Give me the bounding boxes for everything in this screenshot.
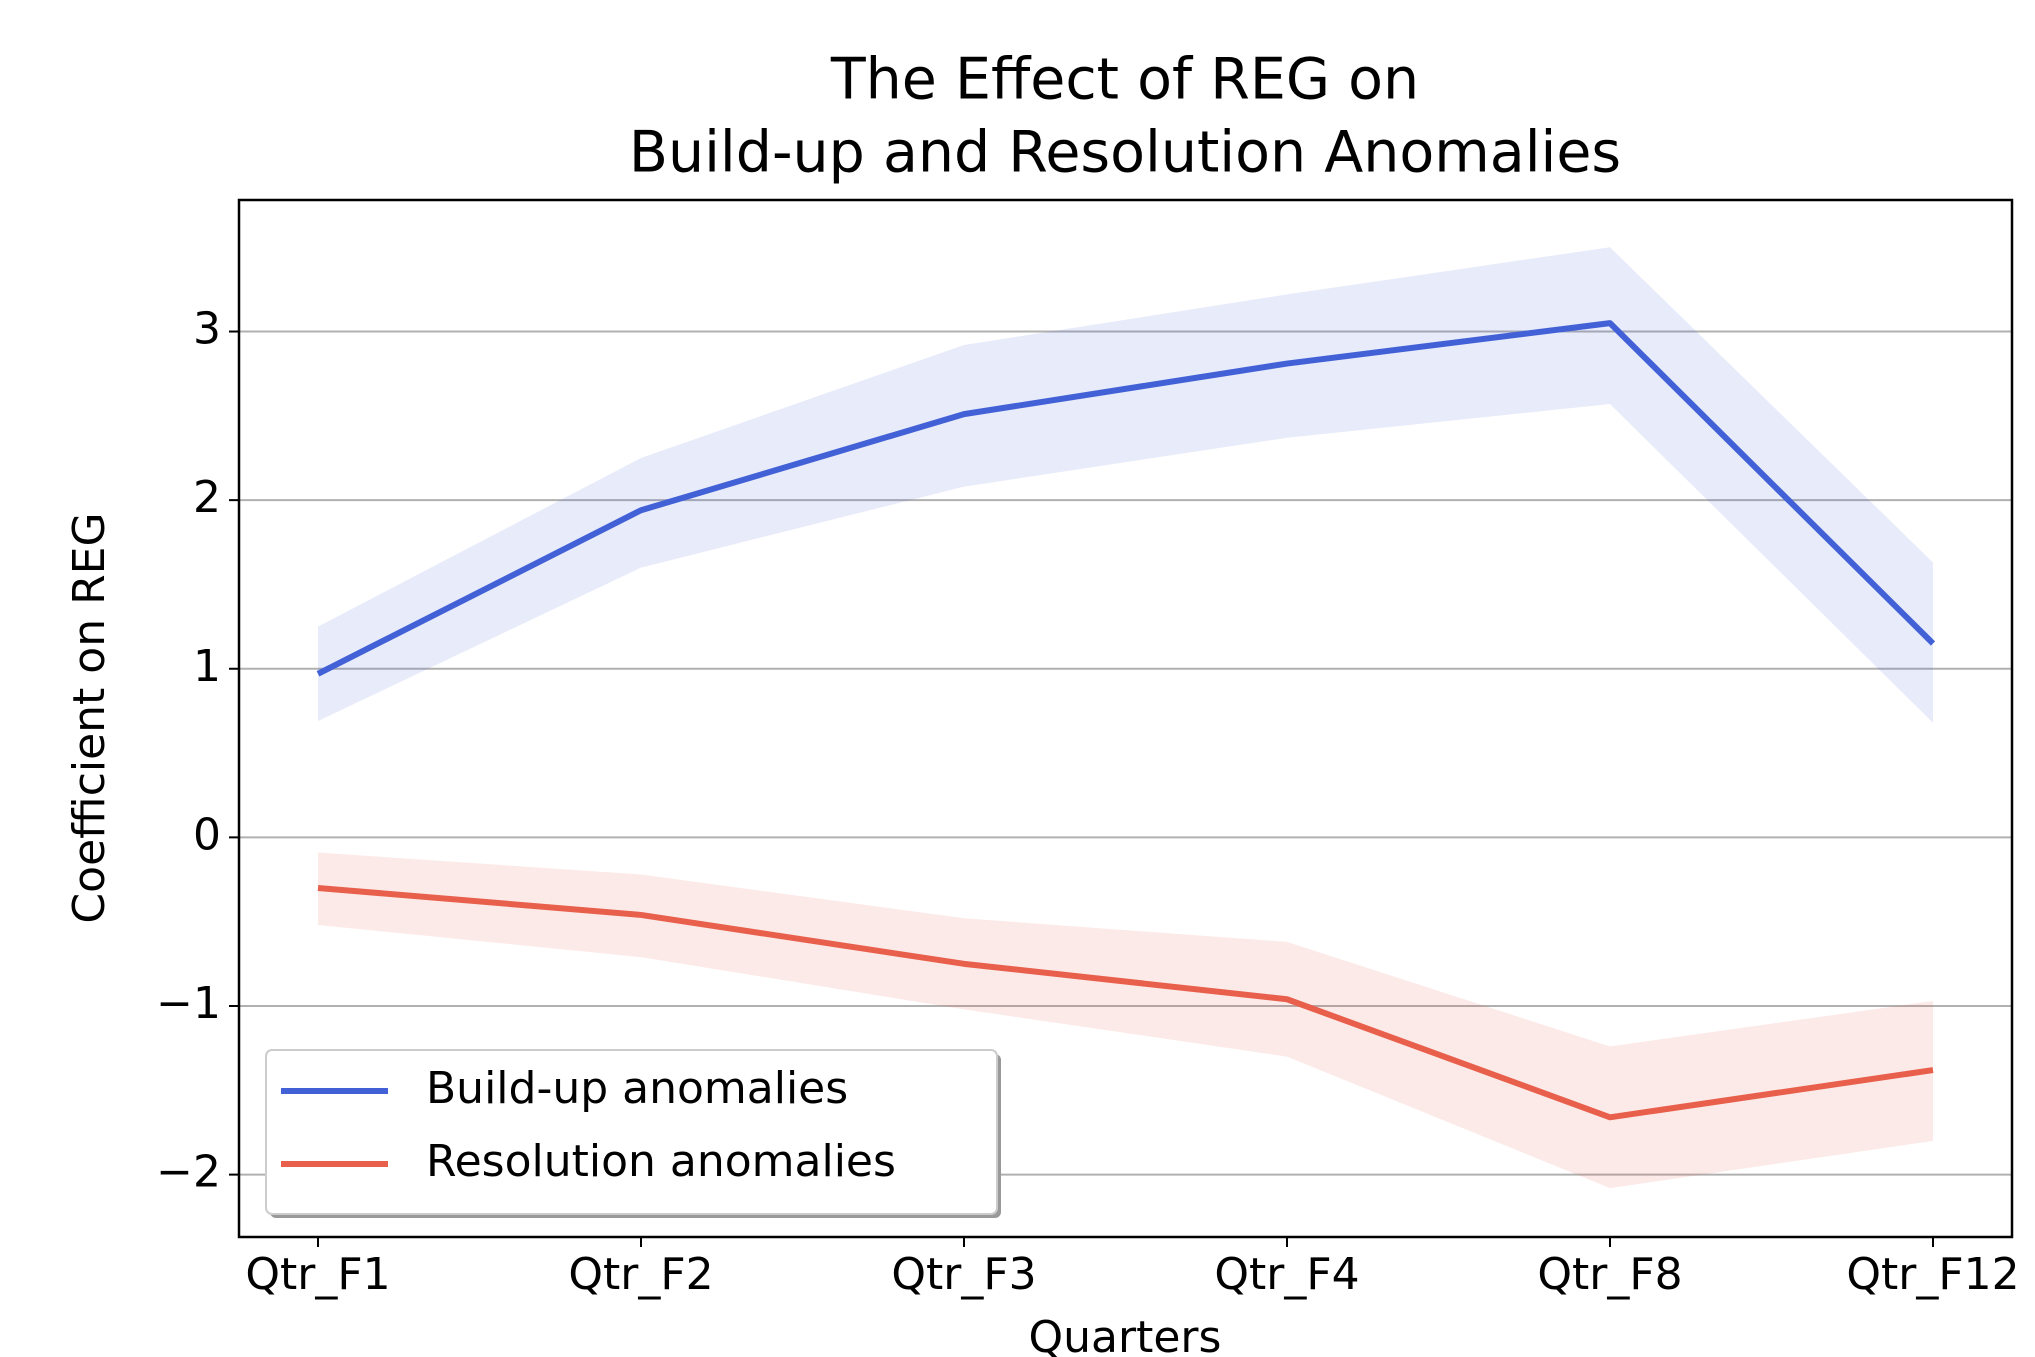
y-tick-label: −1 [156,978,221,1029]
x-tick-label: Qtr_F2 [568,1249,713,1300]
chart-title: The Effect of REG on [830,47,1419,113]
confidence-band [318,247,1933,723]
confidence-band [318,852,1933,1189]
series-line [316,320,1936,677]
series-line [317,884,1934,1121]
x-tick-label: Qtr_F1 [245,1249,390,1300]
y-axis-label: Coefficient on REG [64,512,115,923]
x-axis-label: Quarters [1029,1312,1222,1357]
y-tick-label: 0 [193,809,221,860]
x-tick-label: Qtr_F8 [1537,1249,1682,1300]
chart-subtitle: Build-up and Resolution Anomalies [629,120,1621,186]
legend-label: Build-up anomalies [426,1063,848,1114]
legend-label: Resolution anomalies [426,1136,896,1187]
x-tick-label: Qtr_F12 [1846,1249,2019,1300]
x-tick-label: Qtr_F3 [891,1249,1036,1300]
y-tick-label: 3 [193,304,221,355]
legend-box [265,1049,998,1215]
x-tick-label: Qtr_F4 [1214,1249,1359,1300]
y-tick-label: 1 [193,641,221,692]
y-tick-label: 2 [193,472,221,523]
y-tick-label: −2 [156,1147,221,1198]
plot-frame [237,198,2014,1239]
